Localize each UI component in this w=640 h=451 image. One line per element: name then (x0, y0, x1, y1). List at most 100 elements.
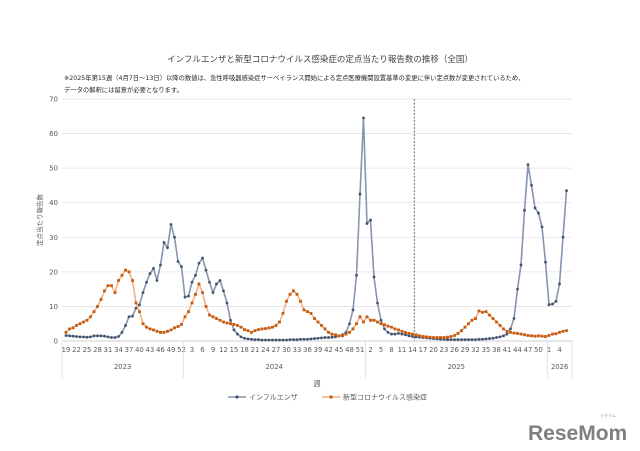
data-point-covid19 (372, 318, 376, 322)
data-point-influenza (113, 336, 117, 339)
data-point-influenza (362, 116, 365, 120)
x-tick-label: 52 (177, 346, 186, 354)
data-point-covid19 (257, 328, 260, 331)
data-point-influenza (446, 338, 449, 342)
x-tick-label: 31 (104, 346, 113, 354)
data-point-influenza (243, 336, 246, 340)
data-point-covid19 (187, 310, 190, 314)
data-point-influenza (68, 334, 71, 338)
data-point-influenza (232, 328, 236, 332)
data-point-covid19 (404, 330, 407, 334)
data-point-covid19 (253, 329, 257, 333)
x-tick-label: 38 (492, 346, 501, 354)
data-point-covid19 (432, 336, 435, 339)
data-point-influenza (404, 333, 407, 337)
data-point-covid19 (309, 311, 313, 315)
data-point-covid19 (78, 322, 82, 326)
data-point-influenza (558, 282, 561, 286)
data-point-influenza (547, 303, 551, 307)
data-point-covid19 (330, 332, 334, 336)
data-point-covid19 (481, 310, 484, 314)
data-point-covid19 (215, 317, 218, 320)
data-point-influenza (229, 318, 232, 322)
data-point-covid19 (502, 327, 505, 331)
data-point-covid19 (456, 331, 460, 335)
data-point-covid19 (390, 325, 393, 329)
data-point-influenza (288, 338, 292, 342)
resemom-logo: ReseMom リセマム (528, 413, 627, 445)
x-tick-label: 26 (450, 346, 459, 354)
data-point-influenza (502, 334, 505, 338)
data-point-influenza (365, 222, 369, 225)
data-point-influenza (316, 336, 320, 340)
data-point-covid19 (488, 313, 491, 317)
data-point-covid19 (260, 327, 264, 331)
data-point-covid19 (449, 335, 453, 338)
data-point-influenza (355, 273, 358, 277)
data-point-covid19 (327, 330, 330, 334)
data-point-covid19 (246, 329, 250, 333)
data-point-influenza (134, 306, 138, 310)
data-point-influenza (222, 289, 225, 293)
data-point-covid19 (176, 325, 180, 328)
x-tick-label: 9 (211, 346, 215, 354)
data-point-covid19 (285, 299, 288, 303)
data-point-influenza (211, 291, 215, 294)
data-point-covid19 (173, 326, 176, 330)
svg-text:ReseMom: ReseMom (528, 422, 627, 445)
data-point-influenza (351, 308, 355, 312)
data-point-influenza (257, 338, 260, 342)
data-point-influenza (481, 337, 484, 341)
data-point-covid19 (124, 268, 127, 272)
data-point-influenza (71, 334, 75, 338)
data-point-influenza (166, 246, 169, 250)
y-tick-label: 60 (49, 130, 58, 138)
data-point-covid19 (411, 332, 414, 336)
data-point-covid19 (302, 308, 306, 312)
data-point-covid19 (519, 332, 523, 336)
data-point-influenza (390, 332, 393, 336)
x-tick-label: 32 (471, 346, 480, 354)
data-point-covid19 (110, 284, 113, 288)
x-tick-label: 48 (345, 346, 354, 354)
data-point-influenza (509, 327, 512, 331)
data-point-covid19 (554, 332, 558, 336)
data-point-influenza (141, 291, 145, 294)
data-point-covid19 (148, 327, 152, 331)
data-point-covid19 (120, 273, 124, 277)
data-point-covid19 (505, 329, 509, 333)
x-tick-label: 25 (83, 346, 92, 354)
data-point-covid19 (386, 324, 390, 328)
data-point-influenza (285, 338, 288, 342)
x-tick-label: 2 (368, 346, 372, 354)
data-point-influenza (85, 335, 89, 339)
data-point-influenza (397, 331, 400, 335)
x-tick-label: 30 (282, 346, 291, 354)
x-tick-label: 18 (240, 346, 249, 354)
data-point-influenza (327, 336, 330, 339)
data-point-covid19 (470, 318, 474, 322)
data-point-covid19 (358, 315, 362, 319)
data-point-covid19 (316, 320, 320, 324)
data-point-covid19 (92, 310, 96, 314)
data-point-covid19 (162, 330, 166, 334)
data-point-influenza (180, 265, 183, 269)
x-tick-label: 15 (230, 346, 239, 354)
x-tick-label: 50 (534, 346, 543, 354)
data-point-influenza (218, 279, 222, 282)
data-point-covid19 (82, 320, 85, 324)
data-point-influenza (183, 295, 187, 299)
data-point-influenza (267, 338, 271, 342)
data-point-covid19 (232, 323, 236, 326)
data-point-covid19 (407, 331, 411, 335)
data-point-influenza (82, 335, 85, 339)
data-point-covid19 (418, 334, 421, 338)
x-tick-label: 28 (93, 346, 102, 354)
data-point-covid19 (180, 323, 183, 326)
data-point-covid19 (439, 336, 442, 339)
data-point-influenza (281, 338, 285, 342)
data-point-covid19 (271, 325, 274, 329)
data-point-covid19 (239, 325, 243, 329)
x-tick-label: 34 (114, 346, 123, 354)
data-point-influenza (488, 337, 491, 340)
